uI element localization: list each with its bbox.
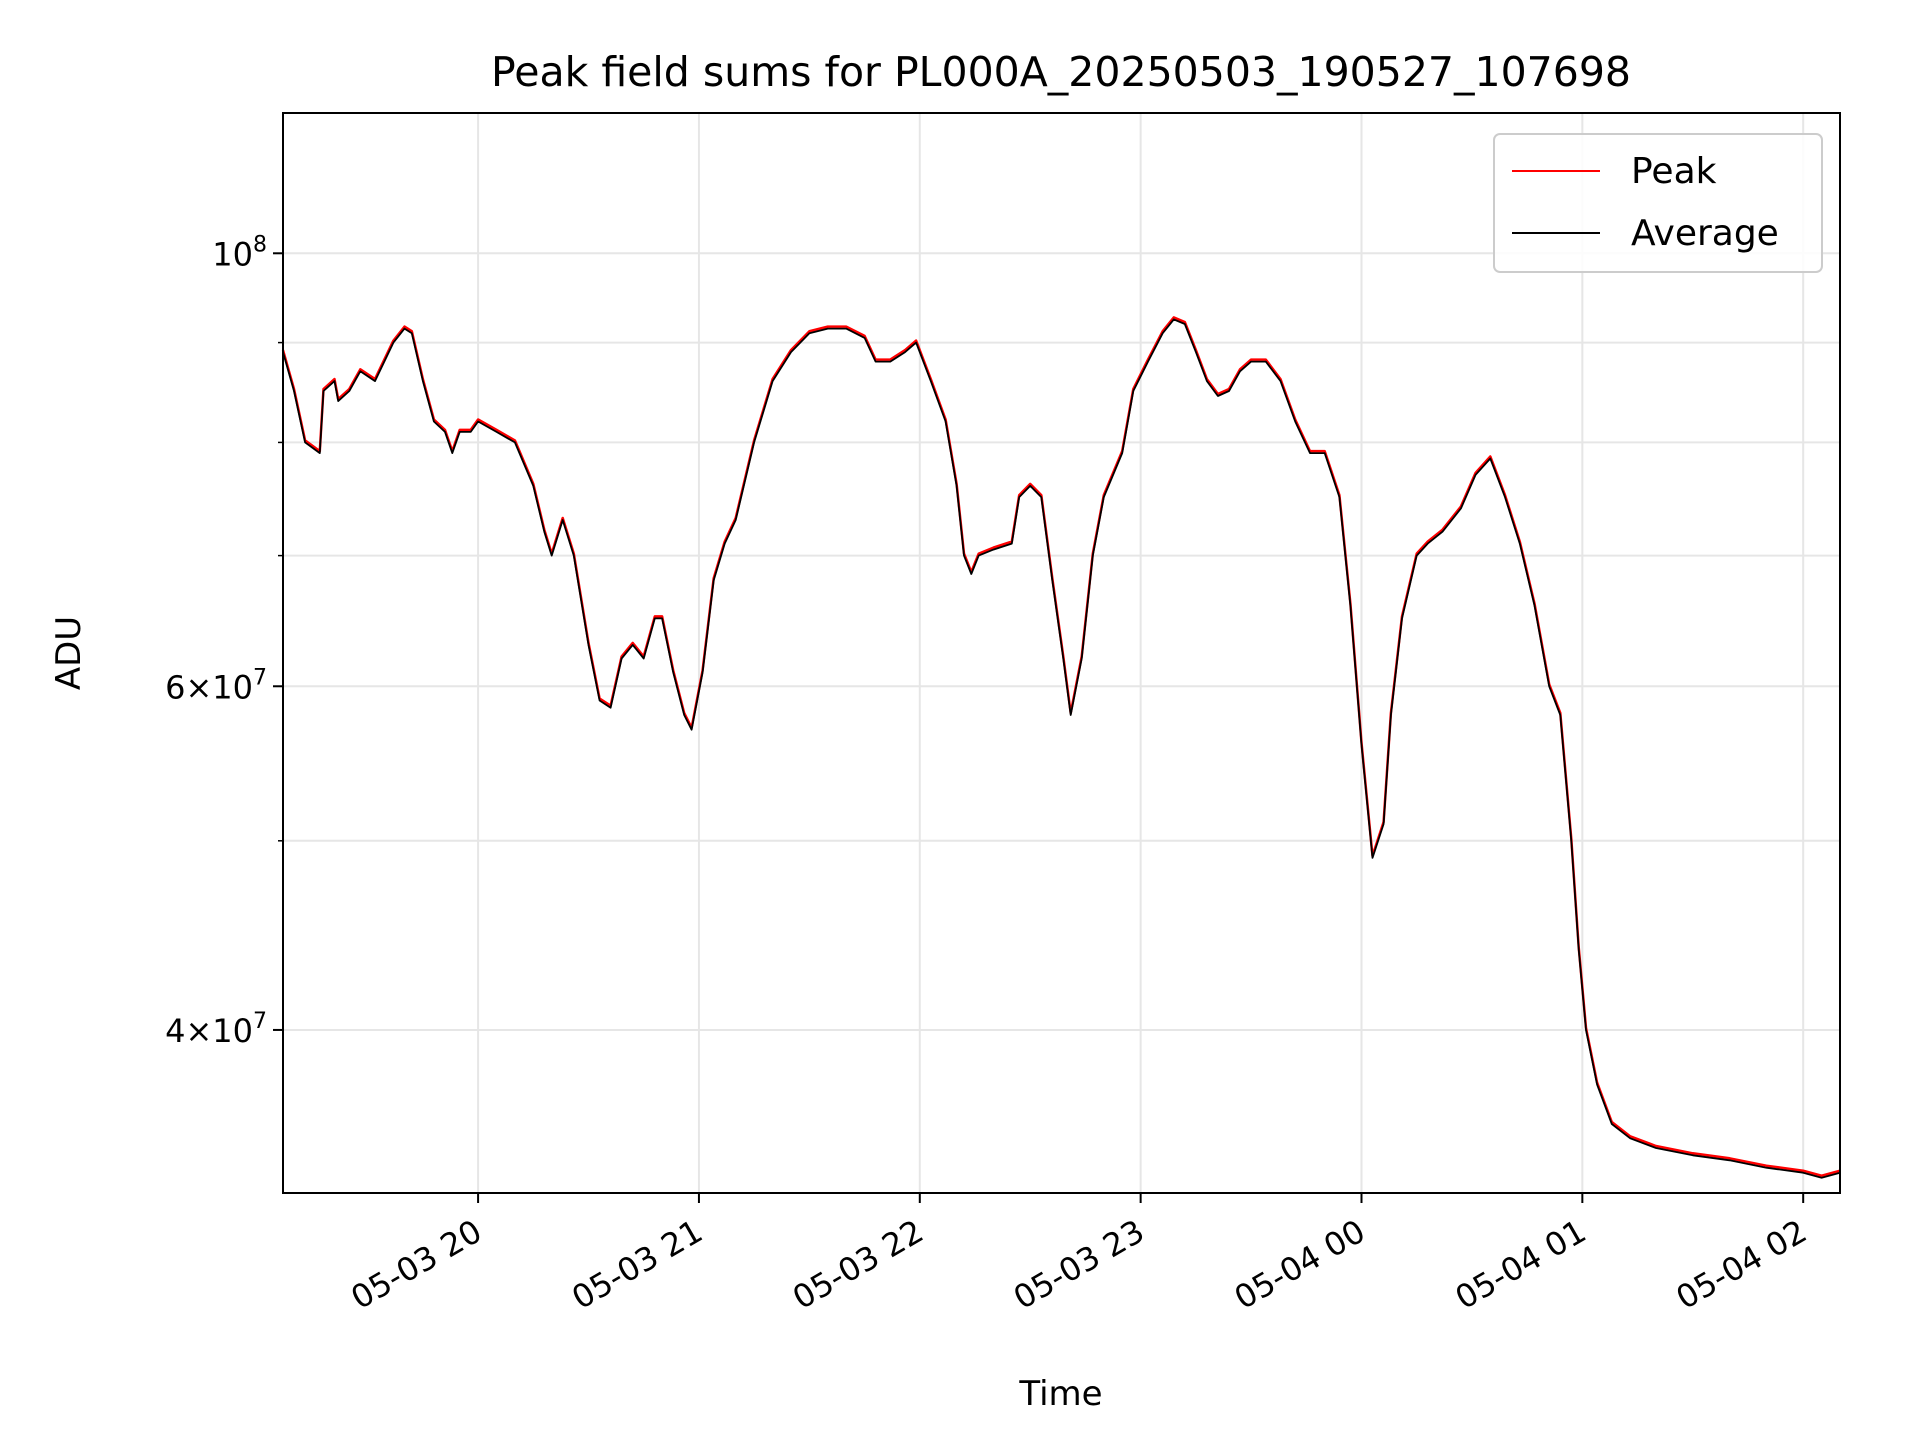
chart-title: Peak field sums for PL000A_20250503_1905… (491, 48, 1631, 96)
legend: Peak Average (1493, 133, 1823, 273)
x-axis-label: Time (1018, 1374, 1102, 1414)
y-tick-label: 108 (212, 232, 267, 273)
y-tick-label: 6×107 (165, 665, 267, 706)
series-lines (281, 316, 1841, 1179)
y-axis-label: ADU (49, 616, 89, 690)
legend-label-peak: Peak (1631, 151, 1717, 192)
series-line-average (282, 318, 1841, 1179)
plot-frame (282, 112, 1841, 1194)
y-tick-label: 4×107 (165, 1009, 267, 1050)
legend-label-average: Average (1631, 213, 1779, 254)
legend-box (1493, 133, 1823, 273)
